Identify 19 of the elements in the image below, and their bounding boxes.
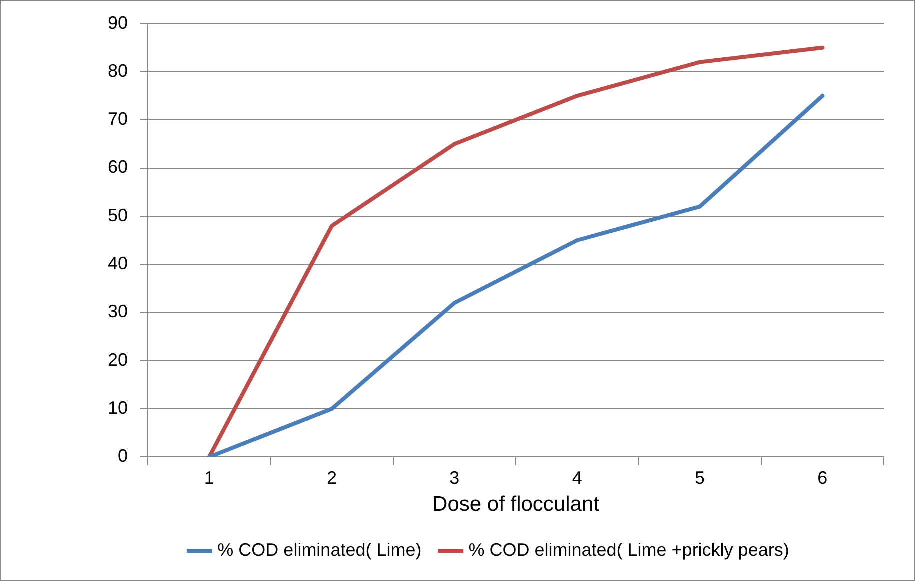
y-tick-label: 80	[108, 60, 128, 81]
legend-label: % COD eliminated( Lime +prickly pears)	[468, 540, 790, 560]
y-tick-label: 30	[108, 302, 128, 322]
y-tick-label: 10	[108, 398, 128, 418]
y-tick-label: 60	[108, 157, 128, 178]
x-tick-label: 4	[572, 468, 582, 488]
y-tick-label: 90	[108, 12, 128, 33]
x-tick-label: 3	[450, 468, 460, 488]
y-tick-label: 0	[118, 446, 128, 466]
x-tick-label: 6	[818, 468, 828, 488]
x-tick-label: 1	[204, 468, 214, 488]
x-axis-title: Dose of flocculant	[432, 493, 600, 516]
y-tick-label: 40	[108, 254, 128, 274]
x-tick-label: 5	[695, 468, 706, 488]
legend-label: % COD eliminated( Lime)	[218, 540, 422, 560]
y-tick-label: 50	[108, 205, 128, 226]
y-tick-label: 20	[108, 350, 128, 370]
x-tick-label: 2	[327, 468, 338, 488]
y-tick-label: 70	[108, 109, 128, 130]
